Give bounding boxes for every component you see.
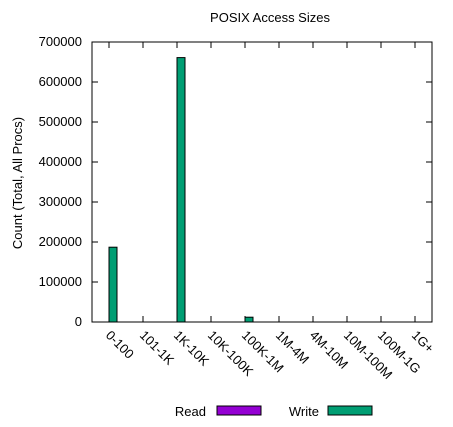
y-tick-label: 400000: [39, 154, 82, 169]
chart-title: POSIX Access Sizes: [210, 10, 330, 25]
y-tick-label: 600000: [39, 74, 82, 89]
legend-swatch-write: [327, 405, 373, 416]
x-tick-label: 1G+: [409, 328, 437, 356]
y-tick-label: 0: [75, 314, 82, 329]
y-axis-ticks: 0 100000 200000 300000 400000 500000 600000 700…: [39, 34, 432, 329]
y-tick-label: 500000: [39, 114, 82, 129]
bars: [108, 57, 254, 323]
y-tick-label: 100000: [39, 274, 82, 289]
x-tick-label: 1K-10K: [171, 328, 213, 370]
y-axis-label: Count (Total, All Procs): [10, 117, 25, 249]
x-tick-label: 101-1K: [137, 328, 177, 368]
y-tick-label: 700000: [39, 34, 82, 49]
legend: Read Write: [175, 404, 373, 419]
y-tick-label: 200000: [39, 234, 82, 249]
bar-write: [176, 57, 186, 323]
legend-label-read: Read: [175, 404, 206, 419]
x-axis-ticks: 0-100 101-1K1K-10K10K-100K100K-1M1M-4M4M-…: [103, 42, 437, 382]
bar-write: [108, 246, 118, 323]
legend-label-write: Write: [289, 404, 319, 419]
x-tick-label: 0-100: [103, 328, 137, 362]
bar-write: [244, 316, 254, 323]
legend-swatch-read: [216, 405, 262, 416]
y-tick-label: 300000: [39, 194, 82, 209]
plot-frame: [91, 41, 433, 323]
